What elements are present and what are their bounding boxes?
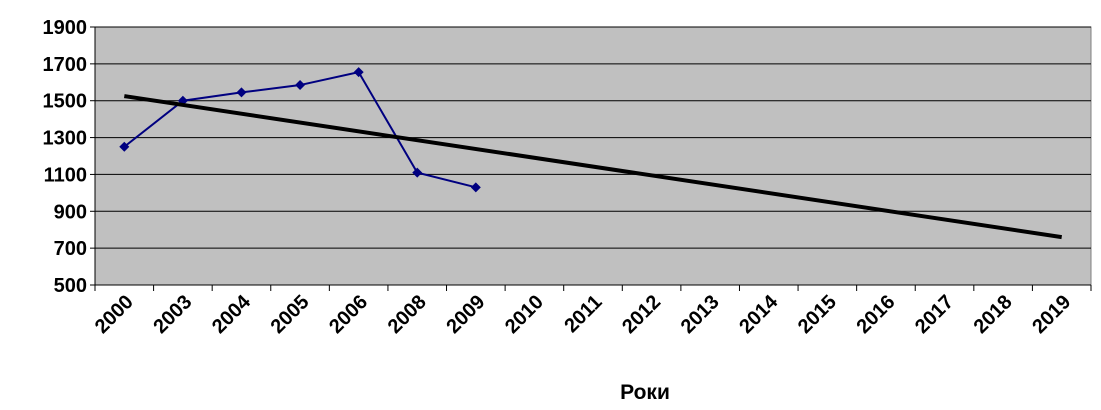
x-tick-label: 2000 [91,291,138,338]
plot-area [94,26,1092,286]
y-tick-label: 1300 [43,128,88,150]
x-tick-label: 2017 [911,291,958,338]
x-tick-label: 2003 [149,291,196,338]
x-tick-label: 2012 [618,291,665,338]
y-tick-label: 1500 [43,91,88,113]
x-tick-label: 2004 [208,290,256,338]
data-point [353,67,364,78]
x-axis-title: Роки [620,381,670,404]
y-tick-labels: 500 700 900 1100 1300 1500 1700 1900 [43,17,88,297]
data-point [236,87,247,98]
data-point [412,167,423,178]
y-tick-label: 1100 [44,164,87,186]
y-tick-label: 1700 [43,54,88,76]
y-tick-label: 900 [54,201,87,223]
x-tick-label: 2005 [267,291,314,338]
x-tick-label: 2013 [677,291,724,338]
x-tick-label: 2006 [325,291,372,338]
x-tick-label: 2011 [560,291,606,337]
x-tick-label: 2019 [1028,291,1075,338]
x-tick-label: 2008 [384,291,431,338]
gridlines [90,26,1092,291]
x-tick-label: 2018 [970,291,1017,338]
x-tick-label: 2015 [794,291,841,338]
x-tick-label: 2016 [852,291,899,338]
data-point [119,141,130,152]
series-layer [119,67,1063,240]
x-tick-label: 2009 [442,291,489,338]
trendline [123,94,1063,240]
x-tick-labels: 2000 2003 2004 2005 2006 2008 2009 2010 2011 2012… [91,290,1075,338]
data-point [295,80,306,91]
y-tick-label: 500 [54,275,87,297]
x-tick-label: 2010 [501,291,548,338]
x-tick-label: 2014 [735,290,783,338]
data-point [470,182,481,193]
y-tick-label: 700 [54,238,87,260]
y-tick-label: 1900 [43,17,88,39]
